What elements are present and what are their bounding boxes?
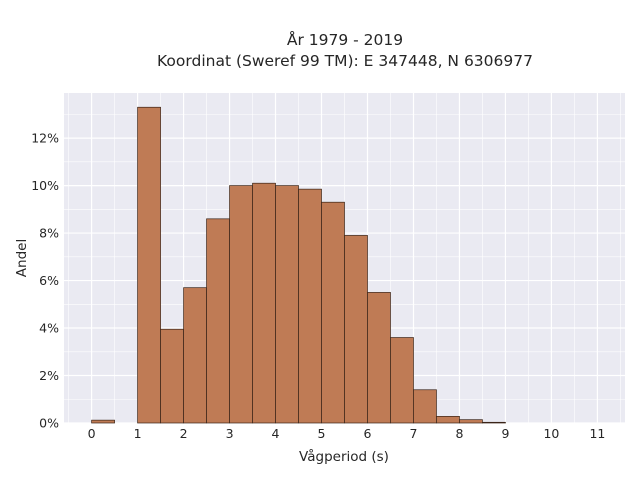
y-tick-label: 0%	[39, 416, 59, 431]
histogram-bar	[390, 337, 414, 424]
y-tick-label: 4%	[39, 321, 59, 336]
x-tick-label: 4	[272, 426, 280, 441]
y-axis-label: Andel	[14, 239, 30, 277]
y-tick-labels: 0% 2% 4% 6% 8% 10% 12%	[31, 131, 59, 431]
x-tick-label: 9	[501, 426, 509, 441]
bars	[91, 106, 506, 424]
x-axis-label: Vågperiod (s)	[299, 448, 389, 465]
histogram-bar	[482, 421, 506, 424]
x-tick-label: 7	[409, 426, 417, 441]
x-tick-labels: 0 1 2 3 4 5 6 7 8 9 10 11	[88, 426, 606, 441]
histogram-bar	[344, 235, 368, 424]
y-tick-label: 10%	[31, 178, 59, 193]
histogram-bar	[229, 185, 253, 424]
histogram-bar	[436, 416, 460, 424]
y-tick-label: 6%	[39, 273, 59, 288]
histogram-bar	[298, 188, 322, 424]
x-tick-label: 5	[318, 426, 326, 441]
histogram-bar	[183, 287, 207, 424]
x-tick-label: 3	[226, 426, 234, 441]
chart-title-line-2: Koordinat (Sweref 99 TM): E 347448, N 63…	[157, 52, 533, 70]
x-tick-label: 1	[134, 426, 142, 441]
histogram-bar	[275, 185, 299, 424]
x-tick-label: 6	[364, 426, 372, 441]
histogram-bar	[91, 419, 115, 424]
x-tick-label: 0	[88, 426, 96, 441]
x-tick-label: 11	[589, 426, 605, 441]
histogram-bar	[137, 106, 161, 424]
histogram-bar	[413, 389, 437, 424]
histogram-bar	[160, 328, 184, 424]
histogram-bar	[206, 218, 230, 424]
y-tick-label: 2%	[39, 368, 59, 383]
histogram-bar	[367, 292, 391, 424]
x-tick-label: 8	[455, 426, 463, 441]
x-tick-label: 2	[180, 426, 188, 441]
histogram-bar	[321, 201, 345, 424]
y-tick-label: 8%	[39, 226, 59, 241]
chart-title-line-1: År 1979 - 2019	[287, 30, 403, 49]
histogram-bar	[459, 419, 483, 424]
y-tick-label: 12%	[31, 131, 59, 146]
x-tick-label: 10	[543, 426, 559, 441]
histogram-bar	[252, 182, 276, 424]
